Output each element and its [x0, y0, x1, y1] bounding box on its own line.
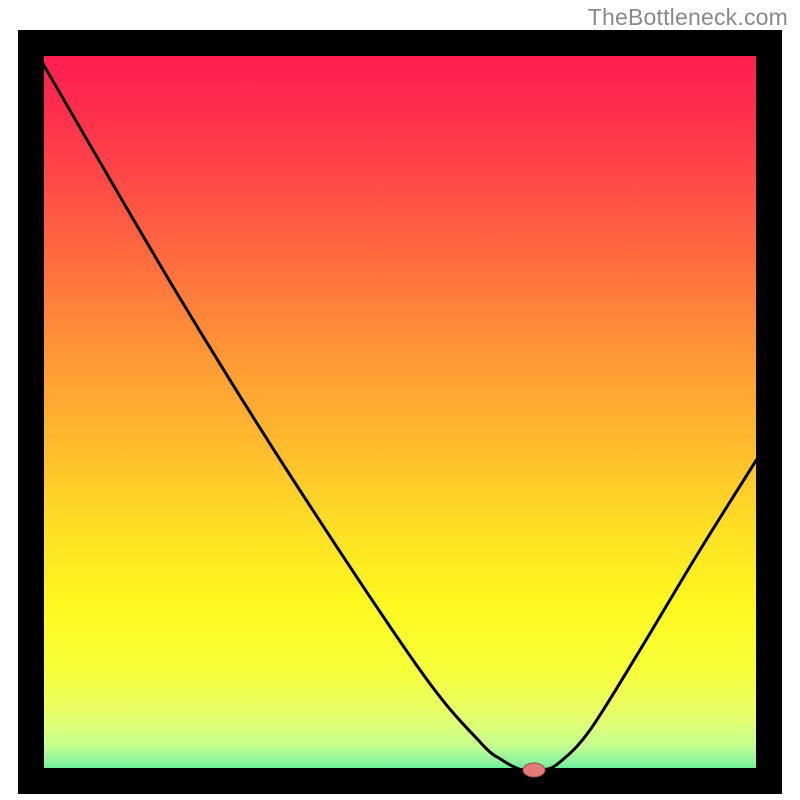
watermark-text: TheBottleneck.com	[588, 4, 788, 31]
gradient-background	[31, 43, 769, 781]
optimal-point-marker	[523, 763, 545, 777]
bottleneck-chart-svg	[0, 0, 800, 800]
chart-container: TheBottleneck.com	[0, 0, 800, 800]
